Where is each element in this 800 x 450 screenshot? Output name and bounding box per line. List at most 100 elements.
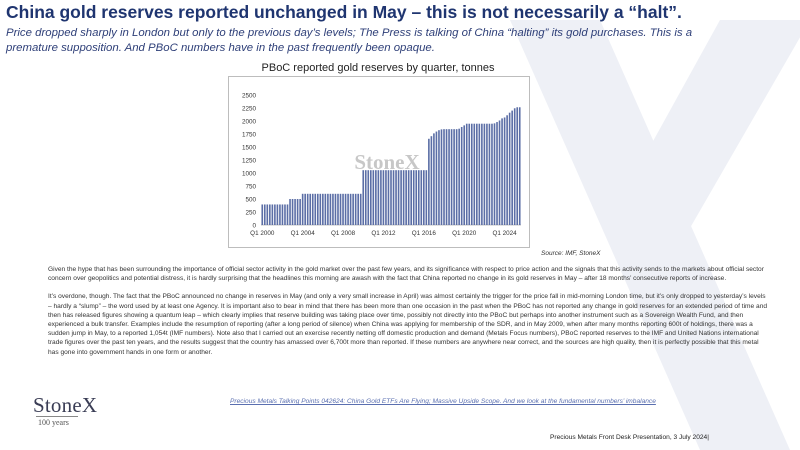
bar bbox=[274, 204, 276, 225]
bar bbox=[415, 170, 418, 225]
bar bbox=[435, 131, 438, 225]
bar bbox=[304, 193, 306, 225]
footer-text: Precious Metals Front Desk Presentation,… bbox=[550, 434, 709, 441]
bar bbox=[372, 170, 375, 225]
y-tick-label: 0 bbox=[252, 222, 256, 229]
bar bbox=[478, 123, 481, 225]
page-title: China gold reserves reported unchanged i… bbox=[6, 2, 682, 22]
bar bbox=[433, 133, 435, 225]
bar bbox=[445, 129, 448, 225]
bar bbox=[481, 123, 483, 225]
y-tick-label: 2500 bbox=[242, 92, 257, 99]
x-tick-label: Q1 2008 bbox=[331, 230, 356, 237]
logo-tagline: 100 years bbox=[38, 418, 69, 427]
bar bbox=[276, 204, 279, 225]
bar bbox=[266, 204, 269, 225]
bar bbox=[375, 170, 377, 225]
bar bbox=[289, 199, 291, 225]
bar bbox=[377, 170, 380, 225]
bar bbox=[354, 193, 357, 225]
chart-source: Source: IMF, StoneX bbox=[541, 250, 601, 257]
x-tick-label: Q1 2016 bbox=[412, 230, 437, 237]
bar bbox=[316, 193, 319, 225]
bar bbox=[263, 204, 266, 225]
x-tick-label: Q1 2012 bbox=[371, 230, 396, 237]
bar bbox=[506, 115, 508, 225]
bar bbox=[342, 193, 344, 225]
bar bbox=[448, 129, 450, 225]
bar bbox=[392, 170, 395, 225]
bar bbox=[483, 123, 486, 225]
bar bbox=[450, 129, 453, 225]
bar bbox=[463, 125, 466, 225]
bar bbox=[357, 193, 359, 225]
bar bbox=[390, 170, 392, 225]
body-text: Given the hype that has been surrounding… bbox=[48, 265, 768, 366]
bar bbox=[400, 170, 402, 225]
bar bbox=[369, 170, 372, 225]
bar bbox=[332, 193, 334, 225]
bar bbox=[428, 138, 430, 225]
y-tick-label: 250 bbox=[245, 209, 256, 216]
bar bbox=[299, 199, 301, 225]
bar bbox=[438, 130, 440, 225]
bar bbox=[430, 136, 433, 225]
bar bbox=[501, 118, 503, 225]
bar bbox=[458, 128, 460, 225]
bar bbox=[327, 193, 329, 225]
bar bbox=[503, 117, 506, 225]
bar bbox=[271, 204, 274, 225]
bar bbox=[443, 129, 445, 225]
bar bbox=[352, 193, 354, 225]
bar bbox=[423, 170, 425, 225]
bar bbox=[473, 123, 476, 225]
bar bbox=[395, 170, 397, 225]
bar bbox=[349, 193, 352, 225]
bar bbox=[508, 112, 511, 225]
bar bbox=[311, 193, 314, 225]
stonex-logo: StoneX bbox=[33, 393, 98, 417]
bar bbox=[488, 123, 491, 225]
bar bbox=[339, 193, 342, 225]
y-tick-label: 1750 bbox=[242, 131, 257, 138]
y-tick-label: 750 bbox=[245, 183, 256, 190]
bar bbox=[470, 123, 473, 225]
talking-points-link[interactable]: Precious Metals Talking Points 042624: C… bbox=[230, 398, 656, 405]
x-tick-label: Q1 2004 bbox=[291, 230, 316, 237]
chart-container: StoneX 0 250 500 750 1000 1250 1500 1750 2000 225… bbox=[228, 76, 530, 248]
bar bbox=[513, 108, 516, 225]
y-tick-label: 1000 bbox=[242, 170, 257, 177]
bar bbox=[306, 193, 309, 225]
bar bbox=[402, 170, 405, 225]
bar bbox=[367, 170, 370, 225]
watermark-x-graphic bbox=[510, 20, 800, 450]
bar bbox=[322, 193, 324, 225]
body-paragraph-2: It’s overdone, though. The fact that the… bbox=[48, 293, 768, 356]
bar bbox=[334, 193, 337, 225]
bar bbox=[269, 204, 271, 225]
bar bbox=[359, 193, 362, 225]
bar bbox=[476, 123, 478, 225]
bar bbox=[397, 170, 400, 225]
bar bbox=[465, 123, 468, 225]
bar bbox=[281, 204, 284, 225]
bar bbox=[261, 204, 264, 225]
bar bbox=[493, 123, 496, 225]
body-paragraph-1: Given the hype that has been surrounding… bbox=[48, 266, 764, 283]
bar bbox=[380, 170, 382, 225]
bar bbox=[511, 110, 513, 225]
bar bbox=[294, 199, 296, 225]
y-tick-label: 1250 bbox=[242, 157, 257, 164]
x-tick-label: Q1 2000 bbox=[250, 230, 275, 237]
bar bbox=[362, 170, 365, 225]
bar bbox=[425, 170, 428, 225]
x-tick-label: Q1 2024 bbox=[493, 230, 518, 237]
bar bbox=[385, 170, 387, 225]
bar bbox=[440, 129, 443, 225]
bar bbox=[405, 170, 407, 225]
bar bbox=[329, 193, 332, 225]
chart-title: PBoC reported gold reserves by quarter, … bbox=[261, 62, 495, 74]
bar bbox=[347, 193, 349, 225]
bar bbox=[518, 107, 521, 225]
bar bbox=[420, 170, 423, 225]
